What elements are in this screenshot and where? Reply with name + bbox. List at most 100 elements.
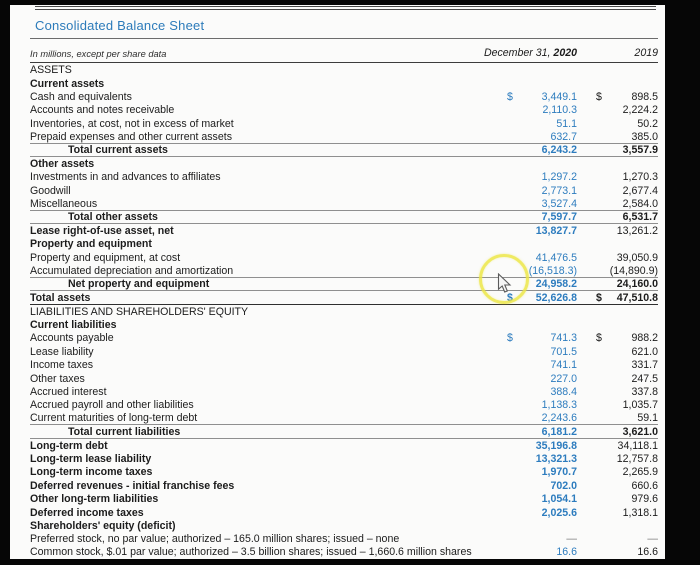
cell-value: 337.8	[631, 385, 658, 398]
cell-value: 13,321.3	[535, 452, 577, 465]
row-label: Prepaid expenses and other current asset…	[30, 130, 232, 143]
cell-value: 7,597.7	[541, 211, 577, 224]
cell-value: 388.4	[550, 385, 577, 398]
dollar-sign: $	[596, 291, 602, 304]
cell-value: (16,518.3)	[528, 264, 577, 277]
table-row: Deferred revenues - initial franchise fe…	[30, 479, 658, 492]
cell-value: 702.0	[550, 479, 577, 492]
row-label: Lease liability	[30, 345, 94, 358]
value-2019: 337.8	[596, 386, 658, 398]
cell-value: 39,050.9	[616, 251, 658, 264]
row-label: Deferred revenues - initial franchise fe…	[30, 479, 235, 492]
table-row: Shareholders' equity (deficit)	[30, 519, 658, 532]
value-2020: 7,597.7	[507, 211, 577, 223]
row-label: Property and equipment	[30, 238, 152, 251]
row-label: LIABILITIES AND SHAREHOLDERS' EQUITY	[30, 305, 249, 318]
cell-value: 1,297.2	[541, 171, 577, 184]
table-header-row: In millions, except per share data Decem…	[30, 39, 658, 63]
value-2019: 2,265.9	[596, 466, 658, 478]
cell-value: 2,584.0	[622, 197, 658, 210]
table-row: Total current liabilities 6,181.2 3,621.0	[30, 425, 658, 439]
value-2019: 50.2	[596, 118, 658, 130]
column-header-year-2020: 2020	[553, 47, 577, 59]
value-2020: 701.5	[507, 346, 577, 358]
value-2020: $52,626.8	[507, 292, 577, 304]
row-label: Total assets	[30, 291, 91, 304]
table-row: Long-term income taxes 1,970.7 2,265.9	[30, 466, 658, 479]
value-2019: —	[596, 533, 658, 545]
table-row: Miscellaneous 3,527.4 2,584.0	[30, 198, 658, 211]
cell-value: 50.2	[637, 117, 658, 130]
cell-value: 59.1	[637, 412, 658, 425]
table-row: Other long-term liabilities 1,054.1 979.6	[30, 493, 658, 506]
table-row: Accounts payable $741.3 $988.2	[30, 332, 658, 345]
value-2020: 51.1	[507, 118, 577, 130]
row-label: Other taxes	[30, 372, 85, 385]
table-row: Investments in and advances to affiliate…	[30, 171, 658, 184]
row-label: Accrued payroll and other liabilities	[30, 399, 194, 412]
cell-value: 632.7	[550, 130, 577, 143]
value-2019: 39,050.9	[596, 252, 658, 264]
row-label: Current liabilities	[30, 318, 117, 331]
value-2019: 1,270.3	[596, 171, 658, 183]
row-label: Current assets	[30, 77, 105, 90]
cell-value: 247.5	[631, 372, 658, 385]
cell-value: 35,196.8	[535, 439, 577, 452]
cell-value: 16.6	[556, 546, 577, 559]
row-label: Current maturities of long-term debt	[30, 412, 198, 425]
table-row: Total assets $52,626.8 $47,510.8	[30, 291, 658, 305]
cell-value: 13,827.7	[535, 225, 577, 238]
row-label: Property and equipment, at cost	[30, 251, 181, 264]
value-2019: 2,677.4	[596, 185, 658, 197]
cell-value: 24,160.0	[616, 278, 658, 291]
cell-value: 41,476.5	[535, 251, 577, 264]
title-divider	[30, 38, 658, 39]
row-label: Accrued interest	[30, 385, 107, 398]
row-label: Common stock, $.01 par value; authorized…	[30, 546, 472, 559]
value-2019: 621.0	[596, 346, 658, 358]
cell-value: 2,224.2	[622, 104, 658, 117]
table-row: Current maturities of long-term debt 2,24…	[30, 412, 658, 426]
table-row: Other taxes 227.0 247.5	[30, 372, 658, 385]
cell-value: 741.1	[550, 359, 577, 372]
table-row: Long-term debt 35,196.8 34,118.1	[30, 439, 658, 452]
value-2019: 6,531.7	[596, 211, 658, 223]
value-2019: 660.6	[596, 480, 658, 492]
cell-value: 1,970.7	[541, 466, 577, 479]
dollar-sign: $	[507, 291, 513, 304]
cell-value: 6,243.2	[541, 144, 577, 157]
value-2020: 388.4	[507, 386, 577, 398]
row-label: Net property and equipment	[68, 278, 210, 291]
value-2019: 3,557.9	[596, 144, 658, 156]
cell-value: 6,181.2	[541, 425, 577, 438]
table-row: Net property and equipment 24,958.2 24,160…	[30, 278, 658, 292]
table-row: Accounts and notes receivable 2,110.3 2,22…	[30, 104, 658, 117]
table-row: ASSETS	[30, 64, 658, 77]
table-row: Property and equipment, at cost 41,476.5 3…	[30, 251, 658, 264]
unit-note: In millions, except per share data	[30, 49, 167, 59]
row-label: Accounts payable	[30, 332, 114, 345]
value-2019: 331.7	[596, 359, 658, 371]
table-row: Cash and equivalents $3,449.1 $898.5	[30, 90, 658, 103]
table-row: Inventories, at cost, not in excess of m…	[30, 117, 658, 130]
table-row: Goodwill 2,773.1 2,677.4	[30, 184, 658, 197]
cell-value: 2,677.4	[622, 184, 658, 197]
column-header-2019: 2019	[634, 47, 658, 59]
value-2019: 247.5	[596, 373, 658, 385]
value-2020: —	[507, 533, 577, 545]
table-row: Lease right-of-use asset, net 13,827.7 13,…	[30, 224, 658, 237]
value-2020: 2,773.1	[507, 185, 577, 197]
table-row: Income taxes 741.1 331.7	[30, 358, 658, 371]
table-row: Total other assets 7,597.7 6,531.7	[30, 211, 658, 225]
row-label: Miscellaneous	[30, 197, 98, 210]
balance-sheet-page: Consolidated Balance Sheet In millions, …	[10, 5, 665, 559]
value-2019: 34,118.1	[596, 440, 658, 452]
value-2020: 6,243.2	[507, 144, 577, 156]
row-label: Total current liabilities	[68, 425, 181, 438]
cell-value: —	[566, 533, 577, 546]
table-row: Common stock, $.01 par value; authorized…	[30, 546, 658, 559]
cell-value: —	[647, 533, 658, 546]
row-label: Long-term debt	[30, 439, 108, 452]
value-2020: 2,025.6	[507, 507, 577, 519]
value-2019: 1,035.7	[596, 399, 658, 411]
